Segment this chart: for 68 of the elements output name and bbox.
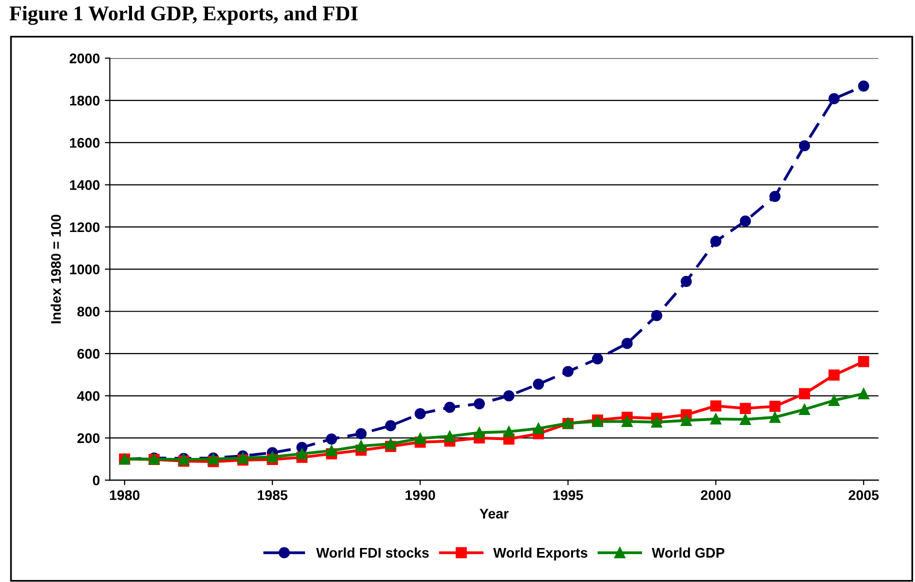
point (798, 388, 810, 400)
point (266, 451, 278, 462)
y-tick-label: 1400 (70, 180, 100, 190)
point (769, 190, 780, 202)
point (532, 422, 544, 434)
point (474, 398, 485, 410)
point (326, 445, 338, 456)
y-tick-label: 1800 (70, 96, 100, 106)
point (769, 412, 780, 423)
x-tick-label: 1980 (110, 490, 140, 500)
point (828, 370, 840, 381)
point (710, 236, 722, 247)
y-tick-label: 1600 (70, 138, 100, 148)
y-axis-title: Index 1980 = 100 (50, 214, 61, 324)
y-tick-label: 1200 (70, 222, 100, 232)
point (356, 428, 367, 440)
point (474, 427, 485, 438)
point (828, 394, 840, 406)
y-tick-label: 600 (77, 348, 100, 359)
point (858, 80, 870, 92)
point (740, 402, 751, 414)
legend-label: World Exports (493, 548, 588, 560)
point (740, 414, 751, 425)
point (503, 426, 514, 438)
point (798, 140, 810, 152)
x-tick-label: 2005 (848, 490, 879, 500)
point (562, 366, 574, 378)
y-tick-label: 400 (77, 391, 100, 401)
point (622, 416, 633, 428)
point (858, 388, 870, 400)
point (710, 400, 722, 412)
legend-label: World GDP (652, 548, 724, 558)
point (769, 400, 780, 412)
point (798, 404, 810, 416)
point (237, 452, 248, 464)
point (828, 93, 840, 104)
point (385, 438, 396, 450)
point (622, 338, 633, 349)
x-axis-title: Year (480, 508, 509, 519)
point (356, 440, 367, 452)
x-tick-label: 1985 (258, 490, 288, 500)
point (385, 420, 396, 432)
y-tick-label: 800 (77, 306, 100, 317)
point (592, 353, 604, 364)
y-tick-label: 1000 (70, 264, 100, 274)
point (532, 378, 544, 390)
point (414, 432, 426, 444)
point (651, 310, 662, 322)
point (326, 433, 338, 445)
chart-title: Figure 1 World GDP, Exports, and FDI (10, 6, 358, 25)
point (414, 408, 426, 420)
point (444, 430, 456, 442)
point (858, 356, 870, 368)
point (444, 402, 456, 413)
point (680, 414, 692, 426)
point (680, 276, 692, 287)
y-tick-label: 0 (92, 475, 100, 486)
point (740, 216, 751, 227)
x-tick-label: 2000 (700, 490, 731, 500)
y-tick-label: 200 (77, 433, 100, 444)
y-tick-label: 2000 (70, 54, 100, 64)
point (296, 448, 308, 460)
x-tick-label: 1995 (553, 490, 584, 500)
point (503, 390, 514, 402)
legend-label: World FDI stocks (316, 548, 429, 558)
point (710, 413, 722, 425)
x-tick-label: 1990 (406, 490, 436, 500)
point (651, 416, 662, 428)
